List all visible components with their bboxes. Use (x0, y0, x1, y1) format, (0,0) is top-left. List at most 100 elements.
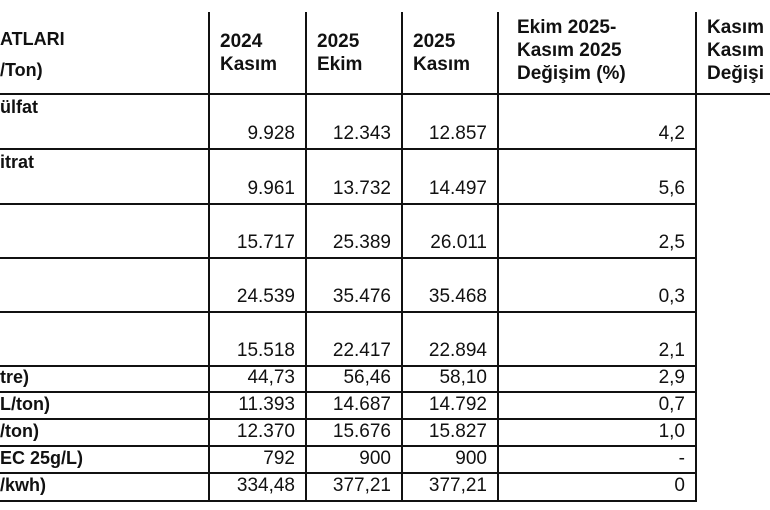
cell-value: 15.518 (236, 340, 295, 361)
cell-value: 44,73 (247, 367, 295, 388)
table-cell: - (497, 445, 697, 474)
header-text: Kasım 2025 (517, 40, 622, 61)
row-label: ülfat (0, 97, 38, 117)
table-cell: 15.676 (305, 418, 403, 447)
table-cell: 792 (208, 445, 307, 474)
cell-value: 58,10 (439, 367, 487, 388)
cell-value: 12.343 (332, 123, 391, 144)
header-cell: Kasım Kasım Değişi (695, 12, 770, 95)
table-cell: 1,0 (497, 418, 697, 447)
cell-value: 2,5 (658, 232, 685, 253)
table-cell: 15.518 (208, 311, 307, 367)
cell-value: 2,9 (658, 367, 685, 388)
cell-value: 12.857 (428, 123, 487, 144)
table-cell: 377,21 (401, 472, 499, 502)
table-cell (0, 257, 210, 313)
cell-value: 377,21 (428, 475, 487, 496)
row-label: /kwh) (0, 475, 47, 495)
cell-value: 13.732 (332, 178, 391, 199)
table-cell: 15.827 (401, 418, 499, 447)
table-cell: 0 (497, 472, 697, 502)
table-cell: 900 (401, 445, 499, 474)
table-cell: tre) (0, 365, 210, 393)
header-text: Kasım (707, 17, 765, 38)
cell-value: 1,0 (658, 420, 685, 442)
cell-value: 11.393 (238, 393, 295, 415)
table-cell (0, 203, 210, 259)
header-cell: 2025 Kasım (401, 12, 499, 95)
table-cell: 2,9 (497, 365, 697, 393)
header-text: Ekim (317, 54, 363, 75)
table-cell: EC 25g/L) (0, 445, 210, 474)
row-label: L/ton) (0, 393, 50, 414)
table-cell: /kwh) (0, 472, 210, 502)
cell-value: 4,2 (658, 123, 685, 144)
row-label: EC 25g/L) (0, 447, 84, 468)
table-cell: 9.928 (208, 93, 307, 150)
table-cell: 14.687 (305, 391, 403, 420)
row-label: tre) (0, 367, 30, 387)
header-cell: Ekim 2025- Kasım 2025 Değişim (%) (497, 12, 697, 95)
header-text: Kasım (413, 54, 471, 75)
table-cell: 35.476 (305, 257, 403, 313)
table-cell: 2,5 (497, 203, 697, 259)
cell-value: 24.539 (236, 286, 295, 307)
cell-value: 0,3 (658, 286, 685, 307)
table-title: ATLARI (0, 29, 65, 49)
table-cell: 12.370 (208, 418, 307, 447)
cell-value: 14.792 (428, 393, 487, 415)
table-cell: 26.011 (401, 203, 499, 259)
header-cell: 2025 Ekim (305, 12, 403, 95)
cell-value: 35.476 (332, 286, 391, 307)
table-cell: ülfat (0, 93, 210, 150)
table-cell: 24.539 (208, 257, 307, 313)
cell-value: 2,1 (658, 340, 685, 361)
table-cell (0, 311, 210, 367)
header-text: 2025 (317, 31, 360, 52)
table-cell: 25.389 (305, 203, 403, 259)
cell-value: 14.687 (332, 393, 391, 415)
table-cell: 14.497 (401, 148, 499, 205)
cell-value: 22.417 (332, 340, 391, 361)
table-cell: 0,7 (497, 391, 697, 420)
table-cell: 15.717 (208, 203, 307, 259)
header-cell: ATLARI/Ton) (0, 12, 210, 95)
table-cell: 9.961 (208, 148, 307, 205)
header-text: Kasım (707, 40, 765, 61)
cell-value: 900 (359, 447, 391, 469)
table-cell: 12.343 (305, 93, 403, 150)
header-text: Ekim 2025- (517, 17, 617, 38)
table-cell: 22.417 (305, 311, 403, 367)
table-cell: 2,1 (497, 311, 697, 367)
cell-value: 9.961 (247, 178, 295, 199)
cell-value: 377,21 (332, 475, 391, 496)
cell-value: 0 (674, 475, 685, 496)
header-text: 2025 (413, 31, 456, 52)
header-text: Kasım (220, 54, 278, 75)
cell-value: 14.497 (428, 178, 487, 199)
table-cell: 58,10 (401, 365, 499, 393)
table-cell: 334,48 (208, 472, 307, 502)
header-text: 2024 (220, 31, 263, 52)
table-cell: 4,2 (497, 93, 697, 150)
table-cell: 56,46 (305, 365, 403, 393)
cell-value: 56,46 (343, 367, 391, 388)
table-cell: 13.732 (305, 148, 403, 205)
table-cell: 12.857 (401, 93, 499, 150)
table-cell: 0,3 (497, 257, 697, 313)
header-text: Değişi (707, 63, 765, 84)
cell-value: 9.928 (247, 123, 295, 144)
cell-value: 5,6 (658, 178, 685, 199)
table-cell: /ton) (0, 418, 210, 447)
table-cell: 22.894 (401, 311, 499, 367)
cell-value: 792 (263, 447, 295, 469)
header-text: Değişim (%) (517, 63, 626, 84)
unit-label: /Ton) (0, 60, 43, 80)
cell-value: 15.676 (332, 420, 391, 442)
row-label: itrat (0, 152, 35, 172)
cell-value: 22.894 (428, 340, 487, 361)
table-cell: 377,21 (305, 472, 403, 502)
cell-value: 0,7 (658, 393, 685, 415)
cell-value: 12.370 (236, 420, 295, 442)
